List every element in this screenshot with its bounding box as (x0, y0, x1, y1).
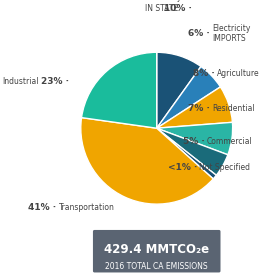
Text: 2016 TOTAL CA EMISSIONS: 2016 TOTAL CA EMISSIONS (105, 262, 208, 271)
Wedge shape (157, 128, 216, 179)
Text: 23% ·: 23% · (41, 77, 69, 86)
Wedge shape (157, 52, 201, 128)
Text: 41% ·: 41% · (28, 204, 57, 213)
Text: Commercial: Commercial (207, 137, 253, 146)
Text: Transportation: Transportation (59, 204, 115, 213)
Text: 429.4 MMTCO₂e: 429.4 MMTCO₂e (104, 243, 209, 256)
FancyBboxPatch shape (93, 230, 220, 272)
Text: Agriculture: Agriculture (217, 69, 259, 78)
Wedge shape (157, 87, 232, 128)
Text: 7% ·: 7% · (188, 104, 210, 113)
Wedge shape (157, 128, 228, 175)
Wedge shape (81, 118, 213, 204)
Text: Not Specified: Not Specified (199, 163, 250, 172)
Text: Industrial: Industrial (2, 77, 38, 86)
Text: 5% ·: 5% · (183, 137, 205, 146)
Text: <1% ·: <1% · (168, 163, 197, 172)
Wedge shape (81, 52, 157, 128)
Text: 6% ·: 6% · (188, 29, 210, 38)
Wedge shape (157, 66, 220, 128)
Text: Residential: Residential (212, 104, 255, 113)
Text: 8% ·: 8% · (193, 69, 214, 78)
Wedge shape (157, 122, 233, 155)
Text: 10% ·: 10% · (164, 4, 192, 13)
Text: Electricity
IMPORTS: Electricity IMPORTS (212, 24, 251, 43)
Text: Electricity
IN STATE: Electricity IN STATE (143, 0, 181, 13)
